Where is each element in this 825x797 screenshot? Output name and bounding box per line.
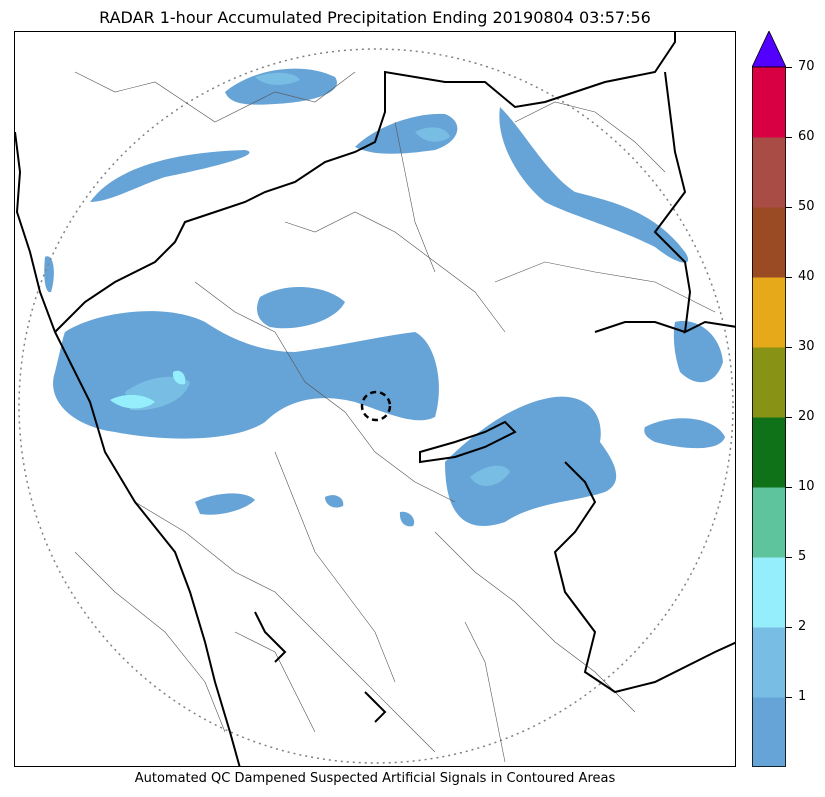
- colorbar-tick: [786, 697, 792, 698]
- footer-note: Automated QC Dampened Suspected Artifici…: [134, 771, 616, 786]
- colorbar-tick: [786, 557, 792, 558]
- colorbar-tick: [786, 67, 792, 68]
- colorbar-tick-label: 1: [798, 689, 807, 704]
- colorbar-tick: [786, 347, 792, 348]
- colorbar-tick-label: 60: [798, 129, 815, 144]
- colorbar-bin: [752, 277, 786, 348]
- colorbar-bin: [752, 347, 786, 418]
- colorbar-over-arrow: [751, 30, 787, 68]
- colorbar-bin: [752, 67, 786, 138]
- colorbar-tick-label: 70: [798, 59, 815, 74]
- colorbar-tick: [786, 137, 792, 138]
- colorbar-svg: [751, 30, 787, 768]
- colorbar-border: [752, 66, 786, 767]
- colorbar: [751, 30, 787, 768]
- precipitation-light: [44, 68, 725, 527]
- district-boundaries: [74, 71, 716, 763]
- colorbar-tick-label: 50: [798, 199, 815, 214]
- radar-map-svg: [15, 32, 735, 766]
- colorbar-bin: [752, 137, 786, 208]
- colorbar-bin: [752, 207, 786, 278]
- colorbar-tick: [786, 627, 792, 628]
- radar-site-marker: [360, 390, 392, 422]
- state-boundaries: [15, 32, 735, 766]
- colorbar-tick-label: 30: [798, 339, 815, 354]
- map-title: RADAR 1-hour Accumulated Precipitation E…: [99, 8, 651, 27]
- colorbar-tick: [786, 207, 792, 208]
- colorbar-tick: [786, 417, 792, 418]
- colorbar-bin: [752, 627, 786, 698]
- colorbar-bin: [752, 417, 786, 488]
- colorbar-bin: [752, 487, 786, 558]
- precipitation-heavy: [110, 370, 186, 409]
- colorbar-tick-label: 5: [798, 549, 807, 564]
- colorbar-tick-label: 10: [798, 479, 815, 494]
- colorbar-bin: [752, 557, 786, 628]
- colorbar-tick-label: 40: [798, 269, 815, 284]
- colorbar-bin: [752, 697, 786, 768]
- radar-range-ring: [18, 48, 734, 764]
- colorbar-tick: [786, 277, 792, 278]
- colorbar-tick-label: 2: [798, 619, 807, 634]
- colorbar-tick-label: 20: [798, 409, 815, 424]
- colorbar-tick: [786, 487, 792, 488]
- radar-map: [14, 31, 736, 767]
